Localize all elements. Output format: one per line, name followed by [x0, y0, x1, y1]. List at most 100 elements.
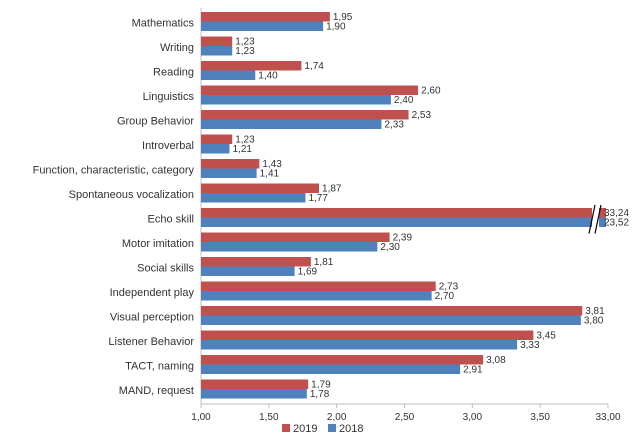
bar-2019-listener-behavior [201, 330, 534, 340]
bar-2019-reading [201, 61, 302, 71]
category-label-visual-perception: Visual perception [110, 311, 194, 323]
category-label-listener-behavior: Listener Behavior [108, 336, 194, 348]
value-label-2019-visual-perception: 3,81 [585, 306, 605, 317]
bar-2019-tact-naming [201, 355, 484, 365]
bar-2018-visual-perception [201, 315, 581, 325]
category-label-motor-imitation: Motor imitation [122, 238, 194, 250]
legend-swatch-2019 [282, 424, 290, 432]
bar-2019-mand-request [201, 379, 309, 389]
legend: 2019 2018 [282, 423, 363, 435]
value-label-2018-tact-naming: 2,91 [463, 365, 483, 376]
value-label-2018-reading: 1,40 [258, 71, 278, 82]
bar-2018-motor-imitation [201, 242, 378, 252]
legend-swatch-2018 [328, 424, 336, 432]
legend-label-2018: 2018 [339, 423, 363, 435]
value-label-2019-mand-request: 1,79 [311, 380, 331, 391]
category-label-spontaneous-vocalization: Spontaneous vocalization [69, 189, 194, 201]
value-label-2019-mathematics: 1,95 [333, 12, 353, 23]
category-label-echo-skill: Echo skill [148, 213, 194, 225]
category-label-reading: Reading [153, 66, 194, 78]
bar-2019-echo-skill [201, 208, 606, 218]
category-label-independent-play: Independent play [110, 287, 195, 299]
value-label-2019-listener-behavior: 3,45 [536, 331, 556, 342]
bar-2019-motor-imitation [201, 232, 390, 242]
value-label-2018-group-behavior: 2,33 [384, 120, 404, 131]
bar-2018-group-behavior [201, 119, 382, 129]
value-label-2019-linguistics: 2,60 [421, 86, 441, 97]
x-tick-label-1-50: 1,50 [259, 412, 279, 423]
bar-2018-listener-behavior [201, 340, 518, 350]
category-label-social-skills: Social skills [137, 262, 194, 274]
category-label-group-behavior: Group Behavior [117, 115, 194, 127]
value-label-2019-spontaneous-vocalization: 1,87 [322, 184, 342, 195]
category-labels: Mathematics Writing Reading Linguistics Grou… [33, 17, 195, 397]
bar-2019-group-behavior [201, 110, 409, 120]
value-label-2018-motor-imitation: 2,30 [380, 242, 400, 253]
bar-2019-social-skills [201, 257, 311, 267]
bar-2018-mathematics [201, 21, 324, 31]
bar-2019-function-characteristic-category [201, 159, 260, 169]
legend-label-2019: 2019 [293, 423, 317, 435]
value-label-2018-independent-play: 2,70 [435, 291, 455, 302]
bar-2018-linguistics [201, 95, 391, 105]
category-label-linguistics: Linguistics [143, 91, 195, 103]
axis-break-slash-1 [588, 204, 596, 234]
value-label-2018-function-characteristic-category: 1,41 [260, 169, 280, 180]
x-tick-label-3-00: 3,00 [463, 412, 483, 423]
category-label-introverbal: Introverbal [142, 140, 194, 152]
bar-2019-visual-perception [201, 306, 583, 316]
category-label-tact-naming: TACT, naming [125, 360, 194, 372]
bar-2019-introverbal [201, 134, 233, 144]
value-label-2019-group-behavior: 2,53 [412, 110, 432, 121]
x-tick-label-2-50: 2,50 [395, 412, 415, 423]
bar-2018-independent-play [201, 291, 432, 301]
bar-2018-tact-naming [201, 364, 461, 374]
bar-2018-function-characteristic-category [201, 168, 257, 178]
value-label-2019-echo-skill: 33,24 [604, 208, 629, 219]
value-label-2018-visual-perception: 3,80 [584, 316, 604, 327]
chart-bars [201, 12, 606, 399]
bar-2018-reading [201, 70, 256, 80]
x-tick-labels: 1,00 1,50 2,00 2,50 3,00 3,50 33,00 [191, 404, 621, 423]
value-label-2018-listener-behavior: 3,33 [520, 340, 540, 351]
value-label-2019-reading: 1,74 [304, 61, 324, 72]
category-label-mand-request: MAND, request [119, 385, 194, 397]
x-tick-label-3-50: 3,50 [530, 412, 550, 423]
value-label-2018-spontaneous-vocalization: 1,77 [308, 193, 328, 204]
axis-break-gap [592, 205, 599, 234]
bar-2019-writing [201, 36, 233, 46]
value-label-2019-tact-naming: 3,08 [486, 355, 506, 366]
x-tick-label-1-00: 1,00 [191, 412, 211, 423]
category-label-writing: Writing [160, 42, 194, 54]
bar-2018-writing [201, 46, 233, 56]
value-labels: 1,951,901,231,231,741,402,602,402,532,33… [232, 12, 629, 400]
value-label-2019-independent-play: 2,73 [439, 282, 459, 293]
bar-2018-introverbal [201, 144, 230, 154]
value-label-2019-function-characteristic-category: 1,43 [262, 159, 282, 170]
bar-2018-spontaneous-vocalization [201, 193, 306, 203]
bar-2018-echo-skill [201, 217, 606, 227]
bar-2019-independent-play [201, 281, 436, 291]
x-tick-label-2-00: 2,00 [327, 412, 347, 423]
bar-2019-linguistics [201, 85, 419, 95]
value-label-2018-introverbal: 1,21 [232, 144, 252, 155]
x-tick-label-33-00: 33,00 [595, 412, 620, 423]
value-label-2018-linguistics: 2,40 [394, 95, 414, 106]
value-label-2018-echo-skill: 23,52 [604, 218, 629, 229]
value-label-2019-writing: 1,23 [235, 37, 255, 48]
value-label-2018-writing: 1,23 [235, 46, 255, 57]
bar-2018-mand-request [201, 389, 307, 399]
category-label-mathematics: Mathematics [132, 17, 195, 29]
axis-break-slash-2 [594, 204, 602, 234]
value-label-2019-motor-imitation: 2,39 [393, 233, 413, 244]
value-label-2019-social-skills: 1,81 [314, 257, 334, 268]
category-label-function-characteristic-category: Function, characteristic, category [33, 164, 195, 176]
value-label-2018-mand-request: 1,78 [310, 389, 330, 400]
value-label-2019-introverbal: 1,23 [235, 135, 255, 146]
bar-2019-spontaneous-vocalization [201, 183, 320, 193]
bar-2019-mathematics [201, 12, 330, 22]
bar-2018-social-skills [201, 266, 295, 276]
value-label-2018-mathematics: 1,90 [326, 22, 346, 33]
axis-break-marker [588, 204, 602, 234]
